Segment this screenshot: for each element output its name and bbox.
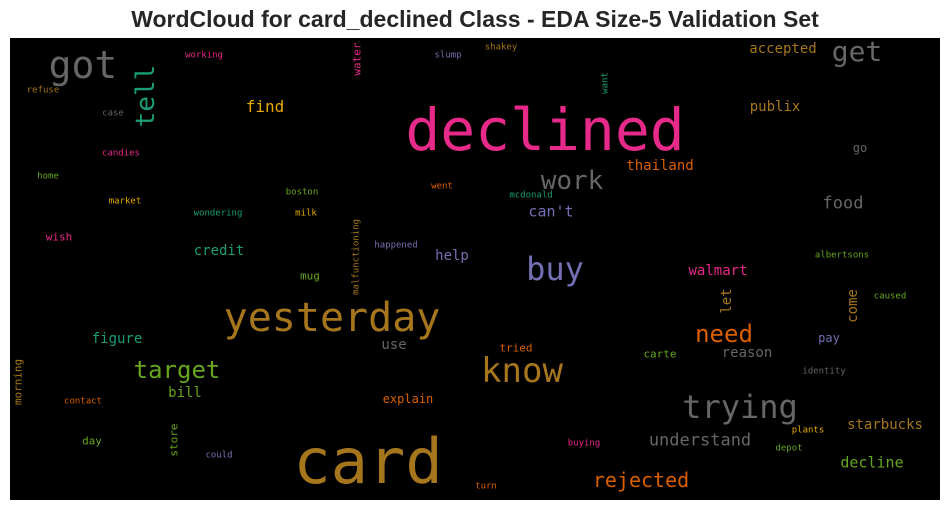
word-happened: happened (374, 240, 418, 251)
word-yesterday: yesterday (223, 295, 441, 341)
word-depot: depot (775, 443, 803, 454)
word-bill: bill (168, 385, 202, 401)
word-card: card (293, 425, 443, 498)
word-buying: buying (567, 438, 601, 449)
word-candies: candies (102, 148, 140, 159)
word-mug: mug (300, 269, 320, 283)
word-trying: trying (682, 388, 798, 426)
word-morning: morning (11, 358, 25, 406)
word-day: day (82, 434, 102, 448)
word-figure: figure (91, 331, 143, 347)
word-go: go (852, 141, 868, 155)
word-can-t: can't (528, 202, 574, 221)
word-contact: contact (64, 396, 102, 407)
word-market: market (108, 196, 142, 207)
word-come: come (845, 289, 861, 323)
word-know: know (481, 351, 563, 391)
word-walmart: walmart (688, 263, 748, 279)
word-buy: buy (526, 250, 584, 288)
word-wondering: wondering (193, 208, 243, 219)
word-working: working (185, 50, 223, 61)
word-let: let (719, 288, 735, 314)
word-need: need (695, 320, 753, 348)
word-use: use (381, 337, 407, 353)
word-went: went (431, 181, 453, 192)
word-declined: declined (405, 96, 685, 164)
word-carte: carte (643, 347, 677, 361)
word-store: store (167, 423, 181, 457)
word-reason: reason (721, 345, 773, 361)
word-malfunctioning: malfunctioning (351, 219, 362, 295)
figure-title: WordCloud for card_declined Class - EDA … (131, 6, 819, 32)
word-turn: turn (475, 481, 497, 492)
word-explain: explain (382, 392, 434, 406)
word-thailand: thailand (626, 158, 694, 174)
word-starbucks: starbucks (847, 417, 923, 433)
word-albertsons: albertsons (814, 250, 870, 261)
word-get: get (831, 38, 883, 68)
word-home: home (37, 171, 59, 182)
word-plants: plants (791, 425, 825, 436)
word-decline: decline (840, 453, 904, 472)
word-caused: caused (873, 291, 907, 302)
word-target: target (133, 356, 221, 384)
word-publix: publix (749, 99, 801, 115)
word-slump: slump (434, 50, 462, 61)
word-could: could (205, 450, 233, 461)
word-tried: tried (499, 341, 533, 355)
word-milk: milk (295, 208, 317, 219)
word-refuse: refuse (26, 85, 60, 96)
word-got: got (48, 43, 118, 87)
word-understand: understand (648, 430, 752, 451)
word-want: want (600, 72, 611, 94)
word-wish: wish (45, 230, 73, 244)
word-cloud-canvas: declined card yesterday got tell get know buy tr… (10, 38, 940, 500)
word-shakey: shakey (484, 42, 518, 53)
word-case: case (102, 108, 124, 119)
word-work: work (540, 166, 604, 196)
word-water: water (350, 42, 364, 76)
word-tell: tell (131, 64, 161, 128)
word-mcdonald: mcdonald (509, 190, 553, 201)
word-find: find (245, 97, 285, 116)
word-credit: credit (193, 243, 245, 259)
word-accepted: accepted (749, 41, 817, 57)
word-boston: boston (285, 187, 319, 198)
word-rejected: rejected (592, 468, 690, 492)
word-help: help (435, 248, 469, 264)
word-identity: identity (802, 366, 846, 377)
word-food: food (822, 193, 864, 214)
word-pay: pay (818, 331, 840, 345)
